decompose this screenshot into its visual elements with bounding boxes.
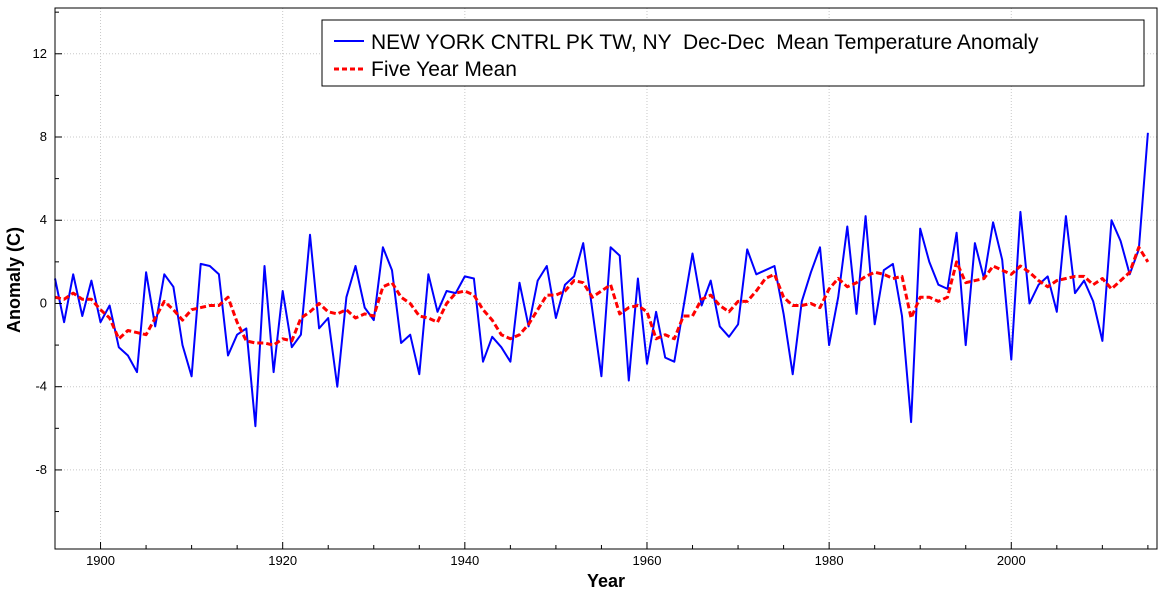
y-tick-label: 12 (33, 46, 47, 61)
x-axis: 1900 1920 1940 1960 1980 2000 (86, 542, 1149, 568)
y-tick-label: 8 (40, 129, 47, 144)
plot-frame (54, 7, 1158, 550)
x-tick-label: 1960 (633, 553, 662, 568)
x-tick-label: 1920 (268, 553, 297, 568)
y-tick-label: -4 (35, 379, 47, 394)
legend-label-five-year-mean: Five Year Mean (371, 58, 517, 81)
five-year-mean-line (54, 245, 1150, 347)
x-tick-label: 2000 (997, 553, 1026, 568)
legend-box (321, 19, 1145, 87)
y-axis-title: Anomaly (C) (4, 227, 24, 333)
series-lines (54, 132, 1150, 428)
x-tick-label: 1980 (815, 553, 844, 568)
y-tick-label: -8 (35, 462, 47, 477)
y-axis: -8 -4 0 4 8 12 (33, 11, 62, 513)
legend: NEW YORK CNTRL PK TW, NY Dec-Dec Mean Te… (321, 19, 1145, 87)
x-axis-title: Year (587, 571, 625, 591)
x-tick-label: 1940 (450, 553, 479, 568)
anomaly-line (54, 132, 1149, 428)
y-tick-label: 0 (40, 295, 47, 310)
y-tick-label: 4 (40, 212, 47, 227)
x-tick-label: 1900 (86, 553, 115, 568)
legend-label-anomaly: NEW YORK CNTRL PK TW, NY Dec-Dec Mean Te… (371, 31, 1039, 54)
